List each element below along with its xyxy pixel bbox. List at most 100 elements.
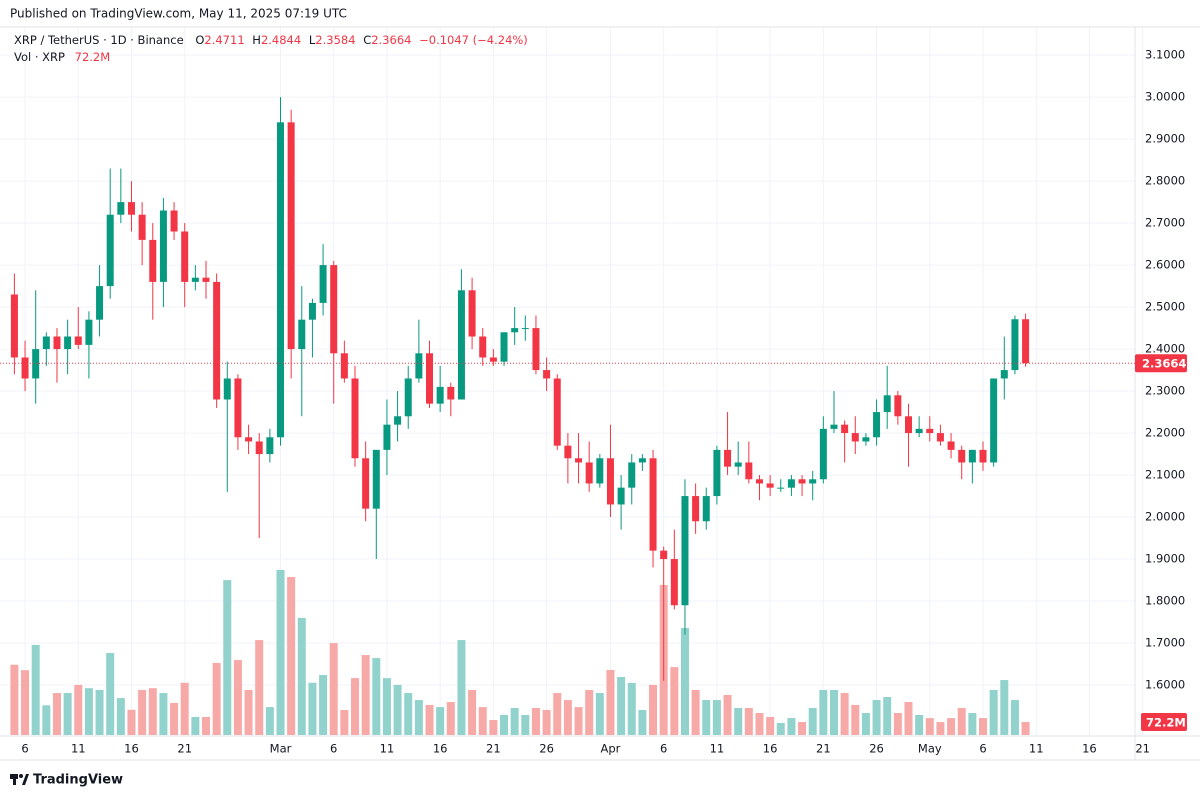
- volume-bar: [829, 689, 838, 735]
- y-tick-label: 3.1000: [1145, 48, 1185, 62]
- volume-bar: [819, 689, 828, 735]
- candle-body: [64, 336, 72, 350]
- volume-bar: [212, 662, 221, 735]
- volume-bar: [372, 658, 381, 735]
- volume-bar: [766, 716, 775, 735]
- volume-bar: [308, 682, 317, 735]
- volume-bar: [947, 718, 956, 735]
- candle-body: [330, 265, 338, 354]
- candle-body: [42, 336, 50, 350]
- candle-body: [287, 122, 295, 350]
- volume-bar: [265, 707, 274, 735]
- candle-body: [724, 449, 732, 467]
- y-tick-label: 2.4000: [1145, 342, 1185, 356]
- volume-bar: [595, 693, 604, 735]
- volume-bar: [627, 682, 636, 735]
- candle-body: [159, 210, 167, 282]
- candle-body: [585, 462, 593, 484]
- volume-bar: [21, 670, 30, 735]
- x-tick-label: 16: [124, 742, 139, 756]
- x-tick-label: 26: [539, 742, 554, 756]
- volume-bar: [723, 695, 732, 735]
- candle-body: [883, 395, 891, 413]
- brand-logo: TradingView: [10, 773, 123, 788]
- candle-body: [766, 483, 774, 488]
- volume-bar: [1000, 680, 1009, 735]
- grid: [0, 27, 1144, 735]
- volume-bar: [744, 707, 753, 735]
- candle-body: [213, 281, 221, 400]
- legend-close: 2.3664: [371, 33, 411, 47]
- candle-body: [415, 353, 423, 379]
- volume-bar: [63, 693, 72, 735]
- volume-bar: [904, 702, 913, 735]
- volume-bar: [979, 718, 988, 735]
- volume-bar: [393, 684, 402, 735]
- candle-body: [777, 487, 785, 489]
- legend-open-label: O: [195, 33, 204, 47]
- candle-body: [149, 239, 157, 282]
- candle-body: [479, 336, 487, 358]
- volume-bar: [84, 688, 93, 735]
- volume-bar: [478, 707, 487, 735]
- logo-mark: [13, 774, 16, 785]
- candle-body: [553, 378, 561, 446]
- volume-bar: [329, 643, 338, 735]
- volume-bar: [382, 678, 391, 735]
- x-tick-label: 16: [763, 742, 778, 756]
- candle-body: [798, 479, 806, 484]
- volume-bar: [510, 707, 519, 735]
- volume-bar: [10, 664, 19, 735]
- legend-close-label: C: [363, 33, 371, 47]
- volume-bar: [180, 682, 189, 735]
- candle-body: [543, 370, 551, 379]
- candle-body: [170, 210, 178, 232]
- volume-bar: [787, 718, 796, 735]
- x-tick-label: May: [918, 742, 942, 756]
- candle-body: [106, 214, 114, 287]
- candle-body: [96, 286, 104, 320]
- y-tick-label: 1.9000: [1145, 552, 1185, 566]
- volume-bar: [553, 693, 562, 735]
- volume-bar: [74, 684, 83, 735]
- candle-body: [426, 353, 434, 404]
- candle-body: [74, 336, 82, 345]
- candle-body: [223, 378, 231, 400]
- candle-body: [915, 428, 923, 434]
- last-price-tag: [1135, 354, 1187, 373]
- y-tick-label: 2.8000: [1145, 174, 1185, 188]
- x-tick-label: 16: [433, 742, 448, 756]
- volume-bar: [233, 660, 242, 735]
- volume-bar: [638, 709, 647, 735]
- volume-bar: [808, 707, 817, 735]
- volume-bar: [425, 704, 434, 735]
- volume-bar: [255, 640, 264, 735]
- legend-line: XRP / TetherUS · 1D · Binance O2.4711 H2…: [14, 33, 528, 47]
- candle-body: [851, 433, 859, 442]
- volume-legend: Vol · XRP 72.2M: [14, 50, 110, 64]
- x-tick-label: 21: [1135, 742, 1150, 756]
- volume-bar: [52, 693, 61, 735]
- volume-bar: [915, 715, 924, 735]
- candle-body: [692, 496, 700, 522]
- x-tick-label: 6: [21, 742, 28, 756]
- volume-bar: [127, 709, 136, 735]
- volume-bar: [457, 640, 466, 735]
- volume-bar: [649, 684, 658, 735]
- volume-bar: [351, 678, 360, 735]
- legend-symbol: XRP / TetherUS · 1D · Binance: [14, 33, 184, 47]
- x-tick-label: 11: [71, 742, 86, 756]
- candle-body: [936, 433, 944, 442]
- brand-name: TradingView: [33, 773, 123, 788]
- volume-bar: [1021, 721, 1030, 735]
- x-tick-label: 6: [660, 742, 667, 756]
- candle-body: [1022, 319, 1030, 364]
- y-tick-label: 3.0000: [1145, 90, 1185, 104]
- candle-body: [521, 328, 529, 330]
- volume-bar: [404, 693, 413, 735]
- candle-body: [947, 441, 955, 450]
- candle-layer: [10, 97, 1030, 681]
- candle-body: [255, 441, 263, 455]
- volume-bar: [468, 689, 477, 735]
- candle-body: [713, 449, 721, 497]
